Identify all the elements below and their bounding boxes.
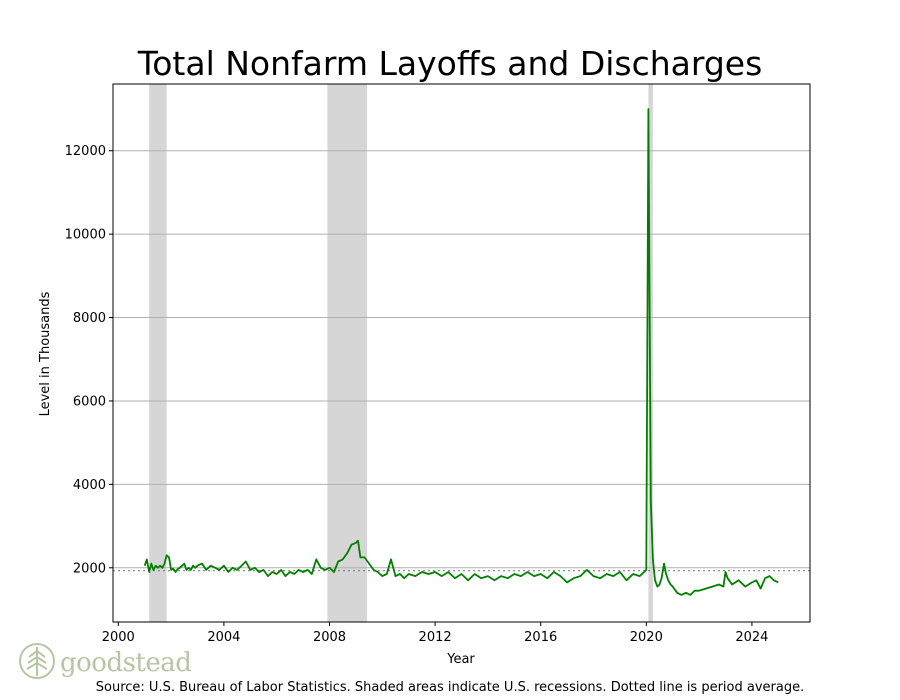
series-lines <box>143 108 779 596</box>
x-tick-label-2012: 2012 <box>419 630 452 645</box>
x-axis-ticks: 2000 2004 2008 2012 2016 2020 2024 <box>102 622 768 645</box>
y-tick-label-6000: 6000 <box>73 394 106 409</box>
y-axis-ticks: 2000 4000 6000 8000 10000 12000 <box>65 144 113 576</box>
source-note: Source: U.S. Bureau of Labor Statistics.… <box>95 680 805 695</box>
recession-bands <box>149 84 653 622</box>
x-tick-label-2016: 2016 <box>524 630 557 645</box>
x-tick-label-2008: 2008 <box>313 630 346 645</box>
y-tick-label-12000: 12000 <box>65 144 106 159</box>
x-tick-label-2020: 2020 <box>630 630 663 645</box>
y-tick-label-8000: 8000 <box>73 311 106 326</box>
y-tick-label-4000: 4000 <box>73 478 106 493</box>
y-axis-label: Level in Thousands <box>38 291 53 416</box>
x-axis-label: Year <box>446 652 475 667</box>
x-tick-label-2024: 2024 <box>735 630 768 645</box>
gridlines <box>113 150 810 569</box>
tree-icon <box>19 643 55 679</box>
y-tick-label-2000: 2000 <box>73 561 106 576</box>
logo-wordmark: goodstead <box>60 648 192 678</box>
x-tick-label-2000: 2000 <box>102 630 135 645</box>
recession-band-2 <box>327 84 367 622</box>
series-line-1 <box>143 108 779 596</box>
x-tick-label-2004: 2004 <box>207 630 240 645</box>
plot-frame <box>112 83 811 623</box>
recession-band-1 <box>149 84 167 622</box>
chart-title: Total Nonfarm Layoffs and Discharges <box>137 44 763 83</box>
y-tick-label-10000: 10000 <box>65 228 106 243</box>
